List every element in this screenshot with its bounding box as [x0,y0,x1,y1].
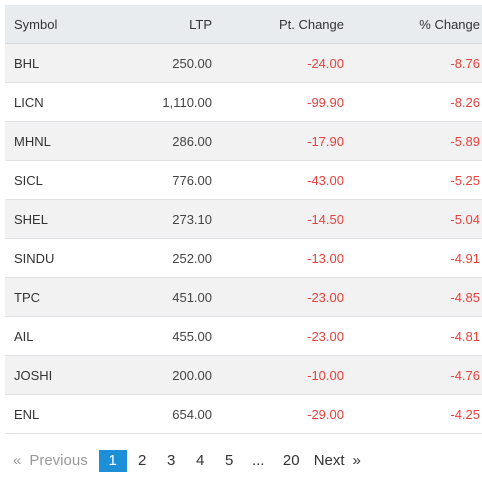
table-row[interactable]: SHEL 273.10 -14.50 -5.04 [5,199,482,239]
next-page-button[interactable]: Next [313,452,345,469]
cell-pct-change: -8.26 [344,82,482,122]
cell-pt-change: -10.00 [212,355,344,395]
page-button-5[interactable]: 5 [225,452,234,469]
cell-pct-change: -4.25 [344,394,482,434]
cell-pct-change: -4.76 [344,355,482,395]
cell-symbol[interactable]: SHEL [5,199,104,239]
page-button-4[interactable]: 4 [196,452,205,469]
cell-pct-change: -8.76 [344,43,482,83]
cell-ltp: 252.00 [104,238,212,278]
column-header-ltp[interactable]: LTP [104,5,212,44]
cell-pct-change: -4.91 [344,238,482,278]
table-row[interactable]: BHL 250.00 -24.00 -8.76 [5,43,482,83]
cell-pt-change: -99.90 [212,82,344,122]
column-header-symbol[interactable]: Symbol [5,5,104,44]
cell-pt-change: -13.00 [212,238,344,278]
next-arrow-icon[interactable]: » [352,452,361,469]
cell-pt-change: -23.00 [212,316,344,356]
cell-pct-change: -4.81 [344,316,482,356]
cell-ltp: 273.10 [104,199,212,239]
cell-symbol[interactable]: MHNL [5,121,104,161]
cell-ltp: 286.00 [104,121,212,161]
cell-symbol[interactable]: SINDU [5,238,104,278]
column-header-pt-change[interactable]: Pt. Change [212,5,344,44]
table-row[interactable]: SICL 776.00 -43.00 -5.25 [5,160,482,200]
cell-ltp: 654.00 [104,394,212,434]
cell-ltp: 250.00 [104,43,212,83]
table-header-row: Symbol LTP Pt. Change % Change [5,5,482,44]
table-row[interactable]: JOSHI 200.00 -10.00 -4.76 [5,355,482,395]
cell-symbol[interactable]: JOSHI [5,355,104,395]
table-row[interactable]: MHNL 286.00 -17.90 -5.89 [5,121,482,161]
table-row[interactable]: LICN 1,110.00 -99.90 -8.26 [5,82,482,122]
table-row[interactable]: AIL 455.00 -23.00 -4.81 [5,316,482,356]
cell-symbol[interactable]: TPC [5,277,104,317]
cell-pt-change: -23.00 [212,277,344,317]
cell-ltp: 200.00 [104,355,212,395]
cell-ltp: 451.00 [104,277,212,317]
cell-pt-change: -43.00 [212,160,344,200]
cell-pct-change: -5.25 [344,160,482,200]
table-row[interactable]: SINDU 252.00 -13.00 -4.91 [5,238,482,278]
table-row[interactable]: ENL 654.00 -29.00 -4.25 [5,394,482,434]
cell-ltp: 1,110.00 [104,82,212,122]
page-button-2[interactable]: 2 [138,452,147,469]
cell-symbol[interactable]: BHL [5,43,104,83]
page-button-last[interactable]: 20 [282,452,300,469]
cell-pct-change: -4.85 [344,277,482,317]
page-button-1[interactable]: 1 [98,450,127,472]
cell-symbol[interactable]: ENL [5,394,104,434]
table-body: BHL 250.00 -24.00 -8.76 LICN 1,110.00 -99.90 -8… [5,43,482,434]
table-row[interactable]: TPC 451.00 -23.00 -4.85 [5,277,482,317]
cell-pt-change: -29.00 [212,394,344,434]
cell-symbol[interactable]: LICN [5,82,104,122]
cell-pt-change: -24.00 [212,43,344,83]
cell-symbol[interactable]: SICL [5,160,104,200]
cell-pt-change: -17.90 [212,121,344,161]
cell-symbol[interactable]: AIL [5,316,104,356]
cell-pct-change: -5.04 [344,199,482,239]
previous-arrow-icon: « [13,452,22,469]
cell-ltp: 455.00 [104,316,212,356]
previous-page-button[interactable]: Previous [29,452,88,469]
page-button-3[interactable]: 3 [167,452,176,469]
cell-pt-change: -14.50 [212,199,344,239]
stocks-table: Symbol LTP Pt. Change % Change BHL 250.00… [5,5,482,434]
cell-pct-change: -5.89 [344,121,482,161]
pagination-ellipsis: ... [251,452,265,469]
column-header-pct-change[interactable]: % Change [344,5,482,44]
cell-ltp: 776.00 [104,160,212,200]
